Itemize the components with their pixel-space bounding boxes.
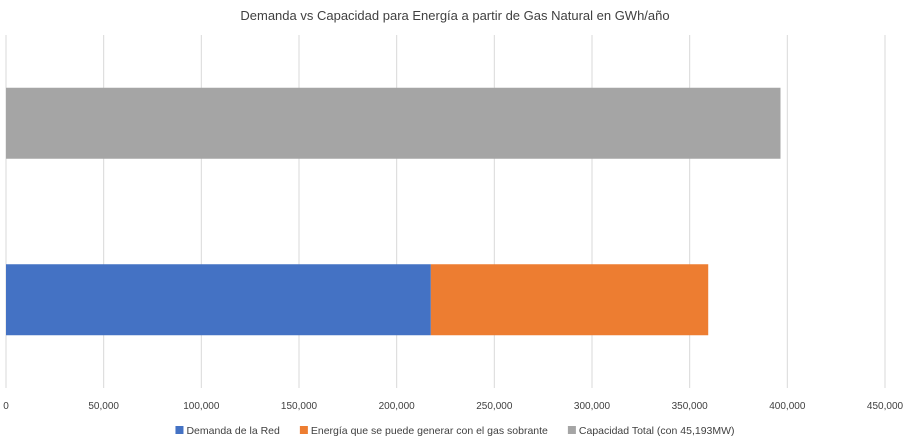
legend-label: Capacidad Total (con 45,193MW) <box>579 425 735 437</box>
bars <box>6 87 781 336</box>
legend-swatch <box>567 426 576 434</box>
x-tick-label: 350,000 <box>672 401 709 412</box>
legend: Demanda de la Red Energía que se puede ge… <box>175 425 735 437</box>
bar-0-0 <box>6 264 431 336</box>
x-tick-label: 300,000 <box>574 401 611 412</box>
x-tick-label: 50,000 <box>88 401 119 412</box>
bar-2-1 <box>6 87 781 159</box>
x-tick-label: 200,000 <box>379 401 416 412</box>
x-tick-label: 250,000 <box>476 401 513 412</box>
legend-swatch <box>175 426 184 434</box>
x-axis-ticks: 0 50,000 100,000 150,000 200,000 250,000 300,0… <box>3 401 903 412</box>
x-tick-label: 450,000 <box>867 401 904 412</box>
bar-1-0 <box>430 264 709 336</box>
x-tick-label: 0 <box>3 401 9 412</box>
x-tick-label: 150,000 <box>281 401 318 412</box>
chart-title: Demanda vs Capacidad para Energía a part… <box>240 8 669 23</box>
legend-item: Demanda de la Red <box>175 425 280 437</box>
legend-item: Energía que se puede generar con el gas … <box>299 425 548 437</box>
legend-label: Energía que se puede generar con el gas … <box>311 425 548 437</box>
legend-item: Capacidad Total (con 45,193MW) <box>567 425 735 437</box>
x-tick-label: 100,000 <box>183 401 220 412</box>
x-tick-label: 400,000 <box>769 401 806 412</box>
legend-swatch <box>299 426 308 434</box>
legend-label: Demanda de la Red <box>186 425 280 437</box>
